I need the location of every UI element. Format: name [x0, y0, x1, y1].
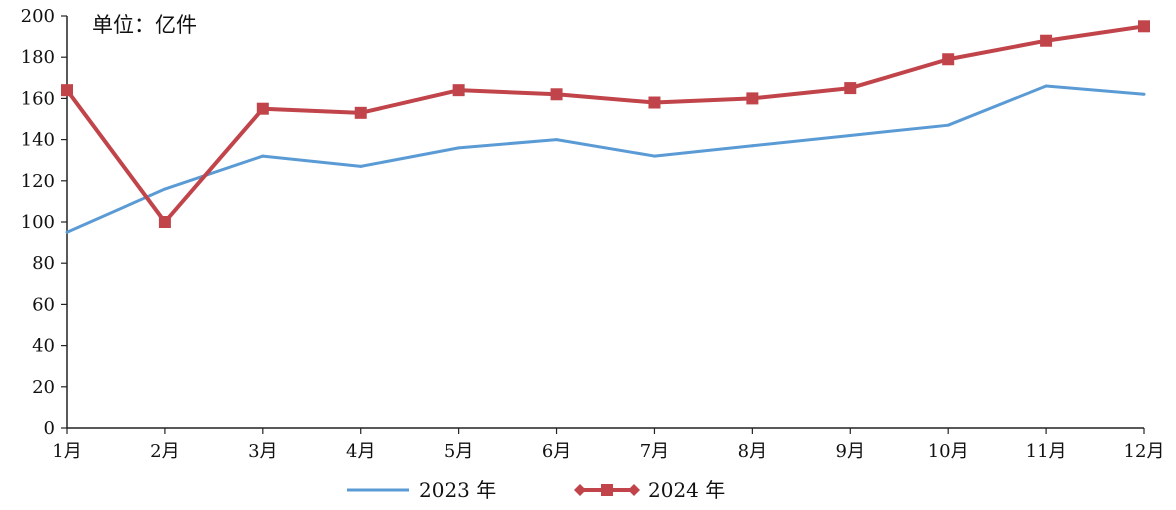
y-tick-label: 20	[32, 377, 55, 398]
data-point	[746, 92, 759, 105]
data-point	[844, 82, 857, 95]
x-tick-label: 7月	[640, 441, 669, 462]
data-point	[1044, 84, 1048, 88]
series-line	[65, 24, 1145, 224]
series-line	[66, 84, 1145, 234]
data-point	[452, 84, 465, 97]
y-tick-label: 140	[21, 130, 55, 151]
data-point	[848, 133, 852, 137]
data-point	[61, 84, 73, 97]
x-tick-label: 8月	[738, 441, 767, 462]
data-point	[65, 230, 69, 234]
series-0	[65, 84, 1146, 234]
data-point	[256, 102, 269, 115]
series-1	[61, 20, 1150, 228]
legend-marker	[628, 484, 640, 496]
data-point	[1138, 20, 1150, 33]
y-tick-label: 100	[21, 212, 55, 233]
data-point	[158, 216, 171, 228]
legend: 2023 年 2024 年	[347, 478, 725, 502]
unit-label: 单位：亿件	[92, 13, 197, 37]
x-tick-label: 9月	[836, 441, 865, 462]
series-layer	[61, 20, 1150, 234]
x-tick-label: 11月	[1026, 441, 1067, 462]
x-tick-label: 4月	[346, 441, 375, 462]
y-tick-label: 60	[32, 294, 55, 315]
x-tick-label: 5月	[444, 441, 473, 462]
data-point	[1142, 92, 1146, 96]
axes	[66, 16, 1144, 429]
y-tick-label: 80	[32, 253, 55, 274]
y-tick-label: 40	[32, 336, 55, 357]
legend-item: 2023 年	[347, 478, 496, 502]
legend-label: 2023 年	[419, 478, 496, 502]
data-point	[648, 96, 661, 109]
legend-item: 2024 年	[574, 478, 725, 502]
x-tick-label: 10月	[928, 441, 969, 462]
y-tick-label: 0	[44, 418, 55, 439]
y-tick-label: 160	[21, 88, 55, 109]
legend-marker	[601, 484, 613, 496]
data-point	[359, 164, 363, 168]
data-point	[261, 154, 265, 158]
y-axis-ticks: 0 20 40 60 80 100 120 140 160 180 200	[21, 6, 67, 439]
legend-label: 2024 年	[648, 478, 725, 502]
data-point	[550, 88, 563, 101]
data-point	[163, 187, 167, 191]
data-point	[457, 146, 461, 150]
y-tick-label: 200	[21, 6, 55, 27]
x-tick-label: 6月	[542, 441, 571, 462]
x-tick-label: 12月	[1124, 441, 1165, 462]
x-tick-label: 1月	[52, 441, 81, 462]
data-point	[946, 123, 950, 127]
y-tick-label: 180	[21, 47, 55, 68]
x-axis-ticks: 1月 2月 3月 4月 5月 6月 7月 8月 9月 10月 11月 12月	[52, 428, 1164, 462]
data-point	[1040, 34, 1053, 47]
data-point	[750, 144, 754, 148]
x-tick-label: 2月	[150, 441, 179, 462]
data-point	[555, 138, 559, 142]
x-tick-label: 3月	[248, 441, 277, 462]
data-point	[652, 154, 656, 158]
data-point	[942, 53, 955, 66]
legend-marker	[574, 484, 586, 496]
data-point	[354, 106, 367, 119]
y-tick-label: 120	[21, 171, 55, 192]
